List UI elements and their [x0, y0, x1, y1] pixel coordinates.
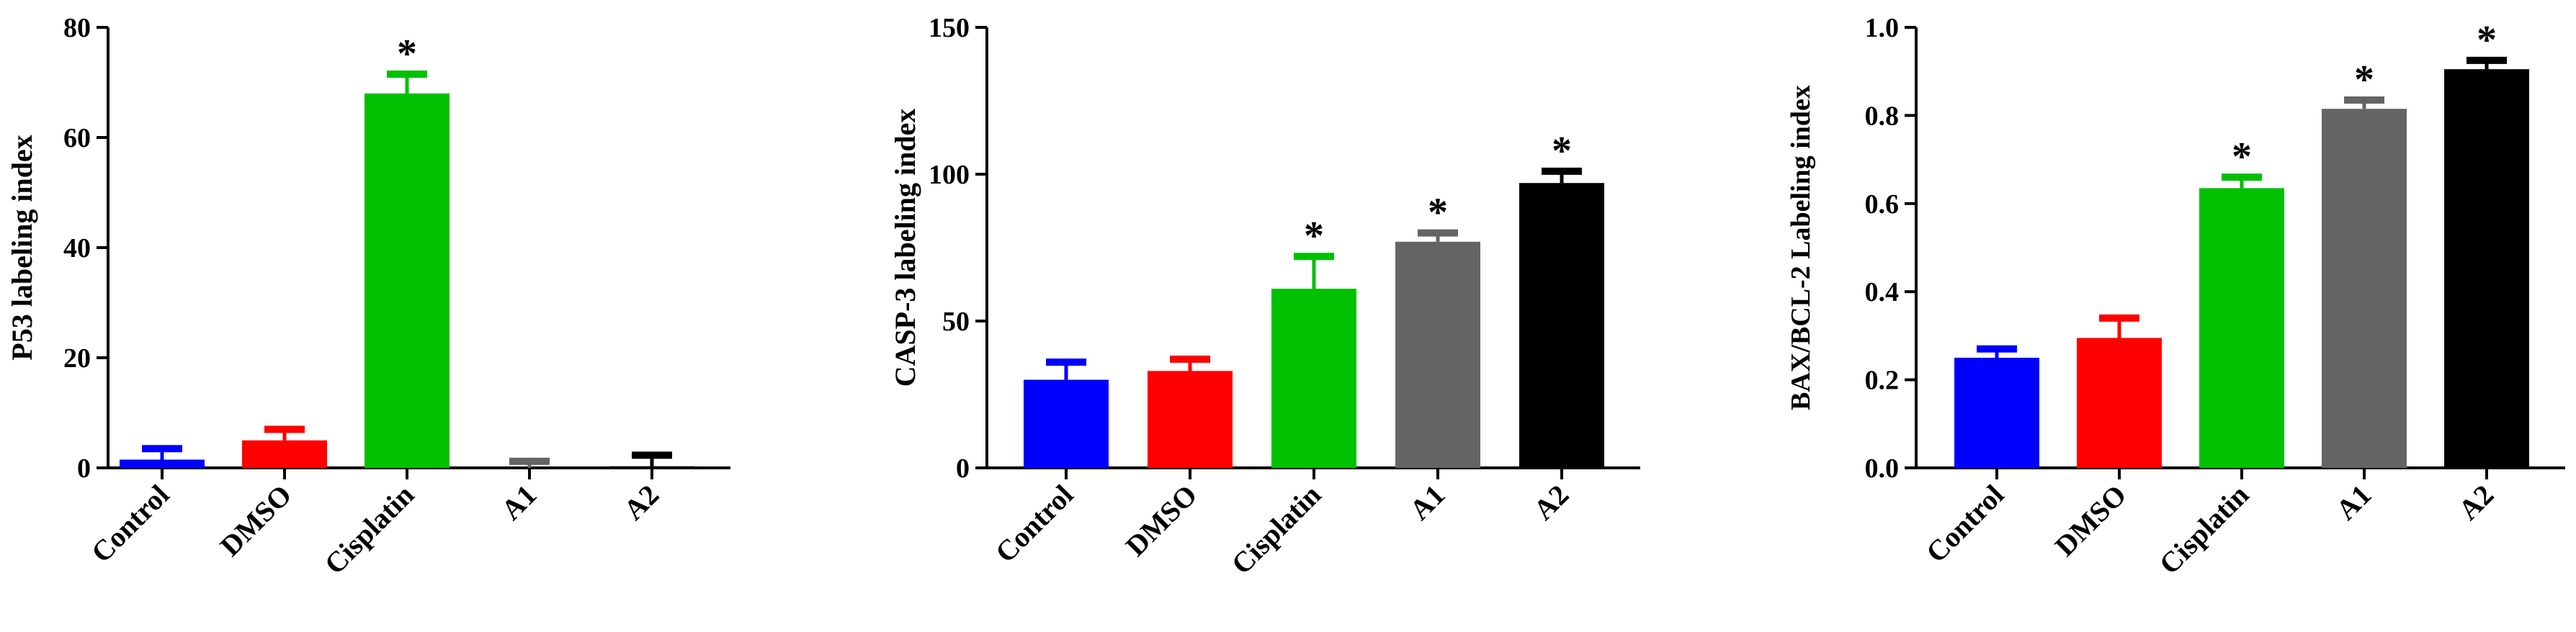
significance-marker: *: [2354, 58, 2374, 102]
y-tick-label: 0.0: [1865, 453, 1900, 484]
x-tick-label: Control: [85, 479, 176, 569]
y-tick-label: 0.6: [1865, 189, 1900, 220]
chart-p53: 0 20 40 60 80 P53 labeling index Control DMSO * C…: [6, 13, 730, 580]
significance-marker: *: [1552, 129, 1572, 173]
x-tick-label: Control: [989, 479, 1080, 569]
y-tick-label: 0: [77, 453, 91, 484]
bar-control: [1954, 358, 2039, 468]
y-tick-label: 50: [942, 307, 970, 337]
y-tick-label: 100: [929, 160, 970, 190]
x-tick-label: A1: [1403, 479, 1451, 526]
x-tick-label: DMSO: [2049, 479, 2133, 563]
y-tick-label: 0.4: [1865, 277, 1900, 307]
significance-marker: *: [1428, 191, 1448, 235]
x-tick-label: DMSO: [214, 479, 298, 563]
bar-dmso: [242, 440, 327, 468]
y-tick-label: 0.8: [1865, 101, 1900, 131]
y-axis-title: BAX/BCL-2 Labeling index: [1786, 85, 1816, 410]
bar-a2: [1519, 183, 1604, 469]
x-tick-label: Control: [1920, 479, 2011, 569]
y-tick-label: 20: [63, 343, 91, 374]
significance-marker: *: [397, 32, 417, 76]
y-axis-title: CASP-3 labeling index: [889, 109, 921, 387]
bar-control: [1024, 379, 1109, 468]
bar-a1: [1395, 241, 1480, 468]
bar-dmso: [1148, 371, 1233, 468]
x-tick-label: Cisplatin: [2153, 479, 2255, 581]
y-tick-label: 80: [63, 13, 91, 43]
y-tick-label: 0.2: [1865, 366, 1900, 396]
significance-marker: *: [1304, 214, 1324, 258]
x-tick-label: DMSO: [1119, 479, 1204, 563]
y-tick-label: 150: [929, 13, 970, 43]
x-tick-label: A2: [1527, 479, 1575, 526]
bar-cisplatin: [2199, 188, 2284, 468]
chart-bax-bcl2: 0.0 0.2 0.4 0.6 0.8 1.0 BAX/BCL-2 Labeling ind…: [1786, 13, 2565, 580]
significance-marker: *: [2477, 18, 2497, 63]
y-axis-title: P53 labeling index: [6, 135, 38, 360]
x-tick-label: Cisplatin: [1225, 479, 1328, 581]
y-tick-label: 0: [956, 453, 970, 484]
y-tick-label: 40: [63, 233, 91, 263]
bar-dmso: [2077, 338, 2162, 468]
bar-a1: [2322, 109, 2407, 468]
x-tick-label: A2: [617, 479, 665, 526]
x-tick-label: A1: [495, 479, 542, 526]
y-tick-label: 60: [63, 123, 91, 153]
y-tick-label: 1.0: [1865, 13, 1900, 43]
bar-a2: [2444, 69, 2529, 468]
bar-cisplatin: [1271, 289, 1356, 468]
x-tick-label: A1: [2330, 479, 2377, 526]
significance-marker: *: [2232, 135, 2252, 179]
chart-casp3: 0 50 100 150 CASP-3 labeling index Control DMS…: [889, 13, 1640, 580]
x-tick-label: Cisplatin: [318, 479, 421, 581]
bar-cisplatin: [365, 93, 450, 469]
x-tick-label: A2: [2452, 479, 2500, 526]
bar-control: [120, 459, 205, 468]
bar-a2: [609, 466, 694, 468]
